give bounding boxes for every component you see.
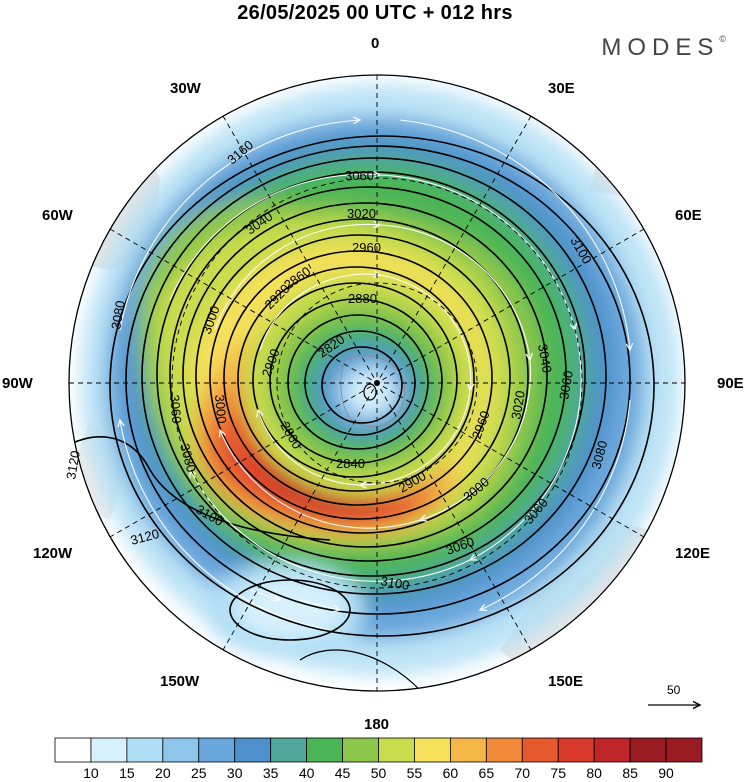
- contour-label: 3020: [347, 206, 376, 221]
- contour-label: 3000: [212, 394, 229, 424]
- legend-tick-label: 80: [586, 765, 602, 781]
- legend-tick-label: 75: [550, 765, 567, 781]
- brand-logo: MODES©: [601, 34, 726, 62]
- map-boundary: [68, 74, 686, 692]
- contour-label: 2880: [348, 291, 377, 306]
- contour-label: 3060: [345, 168, 374, 183]
- legend-tick-label: 20: [155, 765, 171, 781]
- polar-map: 3160 3060 3020 3040 3100 2960 2880 3080 …: [63, 74, 750, 760]
- contour-label: 3120: [129, 526, 161, 548]
- legend-swatch: [126, 737, 164, 763]
- contour-label: 3060: [556, 369, 576, 400]
- legend-tick-label: 60: [442, 765, 459, 781]
- legend-swatch: [378, 737, 415, 763]
- legend-swatch: [234, 737, 272, 763]
- map-title: 26/05/2025 00 UTC + 012 hrs: [237, 2, 513, 24]
- color-legend: [54, 737, 703, 763]
- brand-name: MODES: [601, 34, 720, 61]
- legend-swatch: [557, 737, 595, 763]
- height-contours: [69, 75, 655, 691]
- legend-swatch: [306, 737, 343, 763]
- contour-label: 3080: [108, 299, 128, 330]
- legend-swatch: [342, 737, 379, 763]
- contour-label: 2840: [336, 456, 365, 471]
- reference-vector-value: 50: [667, 683, 681, 697]
- legend-swatch: [90, 737, 128, 763]
- legend-tick-label: 70: [514, 765, 531, 781]
- contour-label: 3080: [177, 442, 199, 474]
- legend-tick-label: 10: [83, 765, 99, 781]
- legend-tick-label: 50: [370, 765, 387, 781]
- legend-tick-label: 35: [262, 765, 279, 781]
- lon-label-180: 180: [364, 716, 390, 733]
- lon-label-150w: 150W: [160, 673, 200, 690]
- legend-swatch: [198, 737, 236, 763]
- legend-tick-label: 55: [406, 765, 423, 781]
- legend-tick-label: 85: [622, 765, 638, 781]
- contour-label: 3020: [508, 389, 528, 420]
- legend-tick-label: 40: [298, 765, 315, 781]
- legend-tick-label: 30: [226, 765, 243, 781]
- contour-label: 3080: [588, 439, 610, 471]
- legend-swatch: [449, 737, 487, 763]
- legend-tick-label: 65: [478, 765, 495, 781]
- lon-label-30e: 30E: [548, 80, 575, 97]
- legend-swatch: [629, 737, 667, 763]
- legend-swatch: [162, 737, 200, 763]
- lon-label-0: 0: [371, 35, 380, 52]
- contour-label: 3040: [535, 343, 555, 374]
- lon-label-120w: 120W: [33, 545, 73, 562]
- legend-tick-label: 90: [658, 765, 674, 781]
- jet-fill: [80, 84, 680, 676]
- lon-label-120e: 120E: [675, 545, 711, 562]
- wind-speed-shading: [69, 75, 685, 691]
- contour-label: 3120: [63, 449, 83, 480]
- pole-marker: [374, 380, 380, 386]
- lon-label-150e: 150E: [548, 673, 584, 690]
- legend-swatch: [54, 737, 92, 763]
- wind-vectors: [120, 120, 630, 631]
- lon-label-60w: 60W: [42, 207, 73, 224]
- legend-swatch: [485, 737, 523, 763]
- lon-label-30w: 30W: [170, 80, 201, 97]
- lon-label-90w: 90W: [2, 375, 33, 392]
- contour-label: 3100: [379, 573, 410, 593]
- legend-tick-label: 15: [119, 765, 135, 781]
- legend-tick-label: 45: [334, 765, 351, 781]
- legend-tick-label: 25: [190, 765, 207, 781]
- legend-swatch: [270, 737, 308, 763]
- contour-label: 2960: [352, 240, 381, 255]
- contour-label: 3060: [167, 394, 184, 424]
- legend-swatch: [414, 737, 451, 763]
- copyright-mark: ©: [719, 34, 726, 44]
- legend-swatch: [593, 737, 631, 763]
- legend-swatch: [665, 737, 703, 763]
- lon-label-60e: 60E: [675, 207, 702, 224]
- lon-label-90e: 90E: [717, 375, 744, 392]
- legend-swatch: [521, 737, 559, 763]
